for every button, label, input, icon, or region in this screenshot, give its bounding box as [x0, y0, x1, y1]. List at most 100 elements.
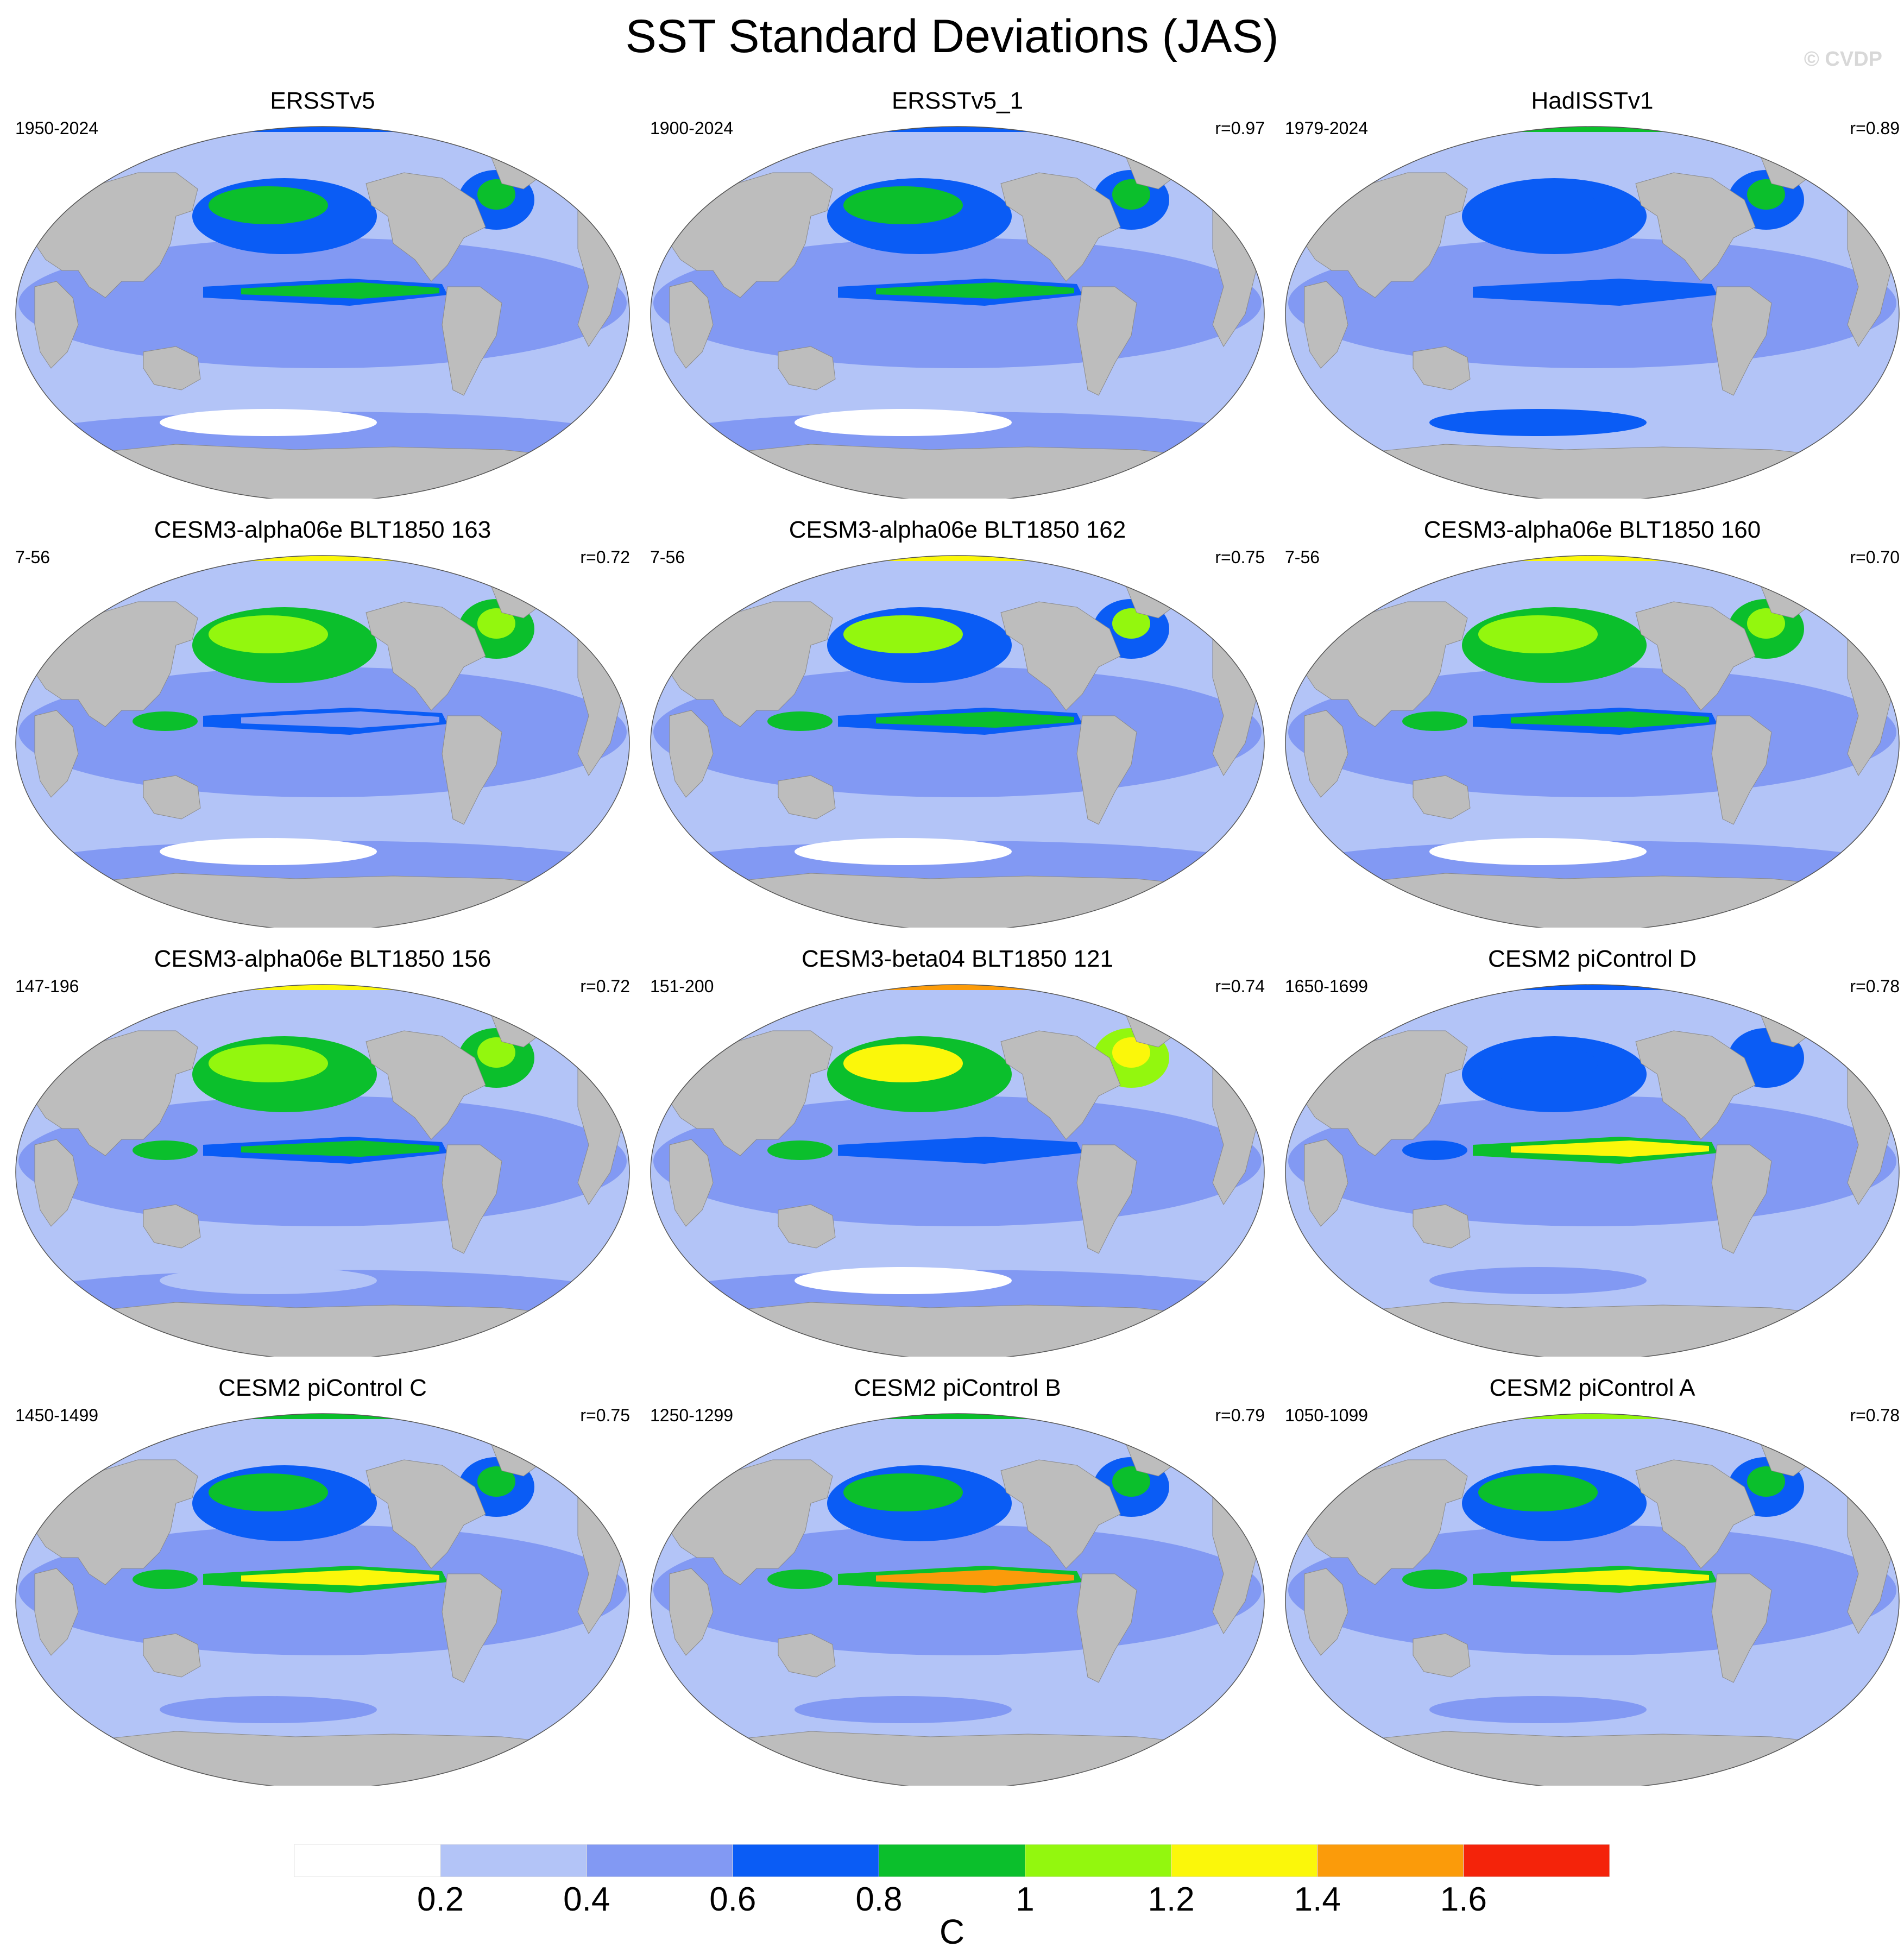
southern-low-patch: [795, 409, 1012, 436]
enso-tongue-core: [876, 282, 1074, 299]
west-pacific-patch: [1402, 1570, 1467, 1589]
map-panel: HadISSTv1 1979-2024 r=0.89: [1275, 86, 1904, 515]
colorbar-tick-label: 1.2: [1148, 1881, 1195, 1918]
arctic-rim: [784, 1414, 1137, 1419]
land-mass: [669, 281, 714, 369]
land-mass: [442, 286, 502, 396]
land-mass: [365, 172, 486, 282]
land-mass: [1711, 1144, 1772, 1254]
west-pacific-patch: [133, 1570, 198, 1589]
north-atlantic-core: [477, 179, 515, 210]
land-mass: [365, 601, 486, 711]
world-map: [15, 126, 630, 499]
panel-years: 7-56: [15, 547, 51, 567]
land-mass: [1342, 1302, 1849, 1357]
land-mass: [1413, 346, 1471, 390]
world-map: [1285, 555, 1900, 928]
southern-low-patch: [160, 409, 377, 436]
north-pacific-core: [843, 186, 963, 224]
colorbar-tick-label: 1.6: [1440, 1881, 1487, 1918]
colorbar-swatch: [1025, 1844, 1172, 1877]
north-atlantic-core: [1747, 1037, 1785, 1068]
arctic-rim: [149, 1414, 502, 1419]
map-border: [650, 984, 1265, 1357]
west-pacific-patch: [133, 282, 198, 302]
panel-title: CESM2 piControl A: [1489, 1375, 1695, 1401]
north-atlantic-core: [1747, 1466, 1785, 1497]
land-mass: [1635, 1030, 1756, 1140]
world-map: [15, 984, 630, 1357]
north-pacific-core: [1478, 186, 1598, 224]
land-mass: [778, 775, 836, 820]
panel-years: 1250-1299: [650, 1406, 734, 1425]
land-mass: [442, 1144, 502, 1254]
colorbar-swatch: [294, 1844, 441, 1877]
colorbar-swatch: [586, 1844, 733, 1877]
colorbar-tick-label: 1: [1016, 1881, 1035, 1918]
enso-tongue-core: [241, 1140, 439, 1157]
southern-low-patch: [795, 838, 1012, 865]
north-atlantic-core: [477, 1466, 515, 1497]
land-mass: [1413, 1204, 1471, 1249]
land-mass: [1304, 710, 1348, 798]
map-panel: CESM3-alpha06e BLT1850 162 7-56 r=0.75: [640, 515, 1275, 944]
land-mass: [1304, 281, 1348, 369]
map-panel: CESM3-beta04 BLT1850 121 151-200 r=0.74: [640, 944, 1275, 1373]
north-pacific-core: [843, 615, 963, 653]
land-mass: [1000, 1030, 1121, 1140]
panel-correlation: r=0.78: [1850, 976, 1900, 996]
land-mass: [1304, 601, 1468, 727]
colorbar-swatch: [878, 1844, 1026, 1877]
land-mass: [707, 444, 1214, 499]
land-mass: [1304, 1139, 1348, 1227]
arctic-rim: [149, 556, 502, 561]
world-map: [1285, 126, 1900, 499]
southern-low-patch: [160, 838, 377, 865]
map-panel: CESM3-alpha06e BLT1850 156 147-196 r=0.72: [5, 944, 640, 1373]
west-pacific-patch: [767, 1140, 833, 1160]
land-mass: [669, 601, 833, 727]
colorbar: [294, 1844, 1610, 1877]
land-mass: [707, 873, 1214, 928]
enso-tongue-core: [1511, 1570, 1709, 1586]
land-mass: [1304, 1459, 1468, 1585]
land-mass: [365, 1030, 486, 1140]
panel-years: 1950-2024: [15, 118, 99, 138]
land-mass: [365, 1459, 486, 1569]
map-panel: CESM2 piControl D 1650-1699 r=0.78: [1275, 944, 1904, 1373]
world-map: [15, 555, 630, 928]
land-mass: [1342, 1731, 1849, 1786]
colorbar-swatch: [440, 1844, 587, 1877]
world-map: [1285, 984, 1900, 1357]
panel-title: HadISSTv1: [1531, 87, 1654, 114]
land-mass: [1711, 715, 1772, 825]
map-border: [1285, 1413, 1900, 1786]
land-mass: [72, 1302, 579, 1357]
panel-correlation: r=0.72: [580, 547, 630, 567]
panel-years: 1979-2024: [1285, 118, 1369, 138]
colorbar-tick-label: 0.2: [417, 1881, 464, 1918]
land-mass: [72, 444, 579, 499]
panel-title: CESM2 piControl D: [1488, 946, 1697, 972]
land-mass: [1711, 1573, 1772, 1683]
land-mass: [669, 1568, 714, 1656]
arctic-rim: [784, 127, 1137, 132]
west-pacific-patch: [1402, 1140, 1467, 1160]
land-mass: [143, 346, 201, 390]
world-map: [650, 1413, 1265, 1786]
land-mass: [1635, 1459, 1756, 1569]
land-mass: [778, 346, 836, 390]
arctic-rim: [149, 985, 502, 990]
land-mass: [669, 1030, 833, 1156]
southern-low-patch: [1429, 1267, 1647, 1294]
panel-title: CESM2 piControl B: [854, 1375, 1061, 1401]
north-pacific-core: [1478, 1044, 1598, 1082]
arctic-rim: [1418, 1414, 1771, 1419]
land-mass: [1711, 286, 1772, 396]
southern-low-patch: [1429, 838, 1647, 865]
west-pacific-patch: [767, 282, 833, 302]
west-pacific-patch: [133, 711, 198, 731]
map-border: [15, 984, 630, 1357]
west-pacific-patch: [767, 1570, 833, 1589]
world-map: [650, 126, 1265, 499]
